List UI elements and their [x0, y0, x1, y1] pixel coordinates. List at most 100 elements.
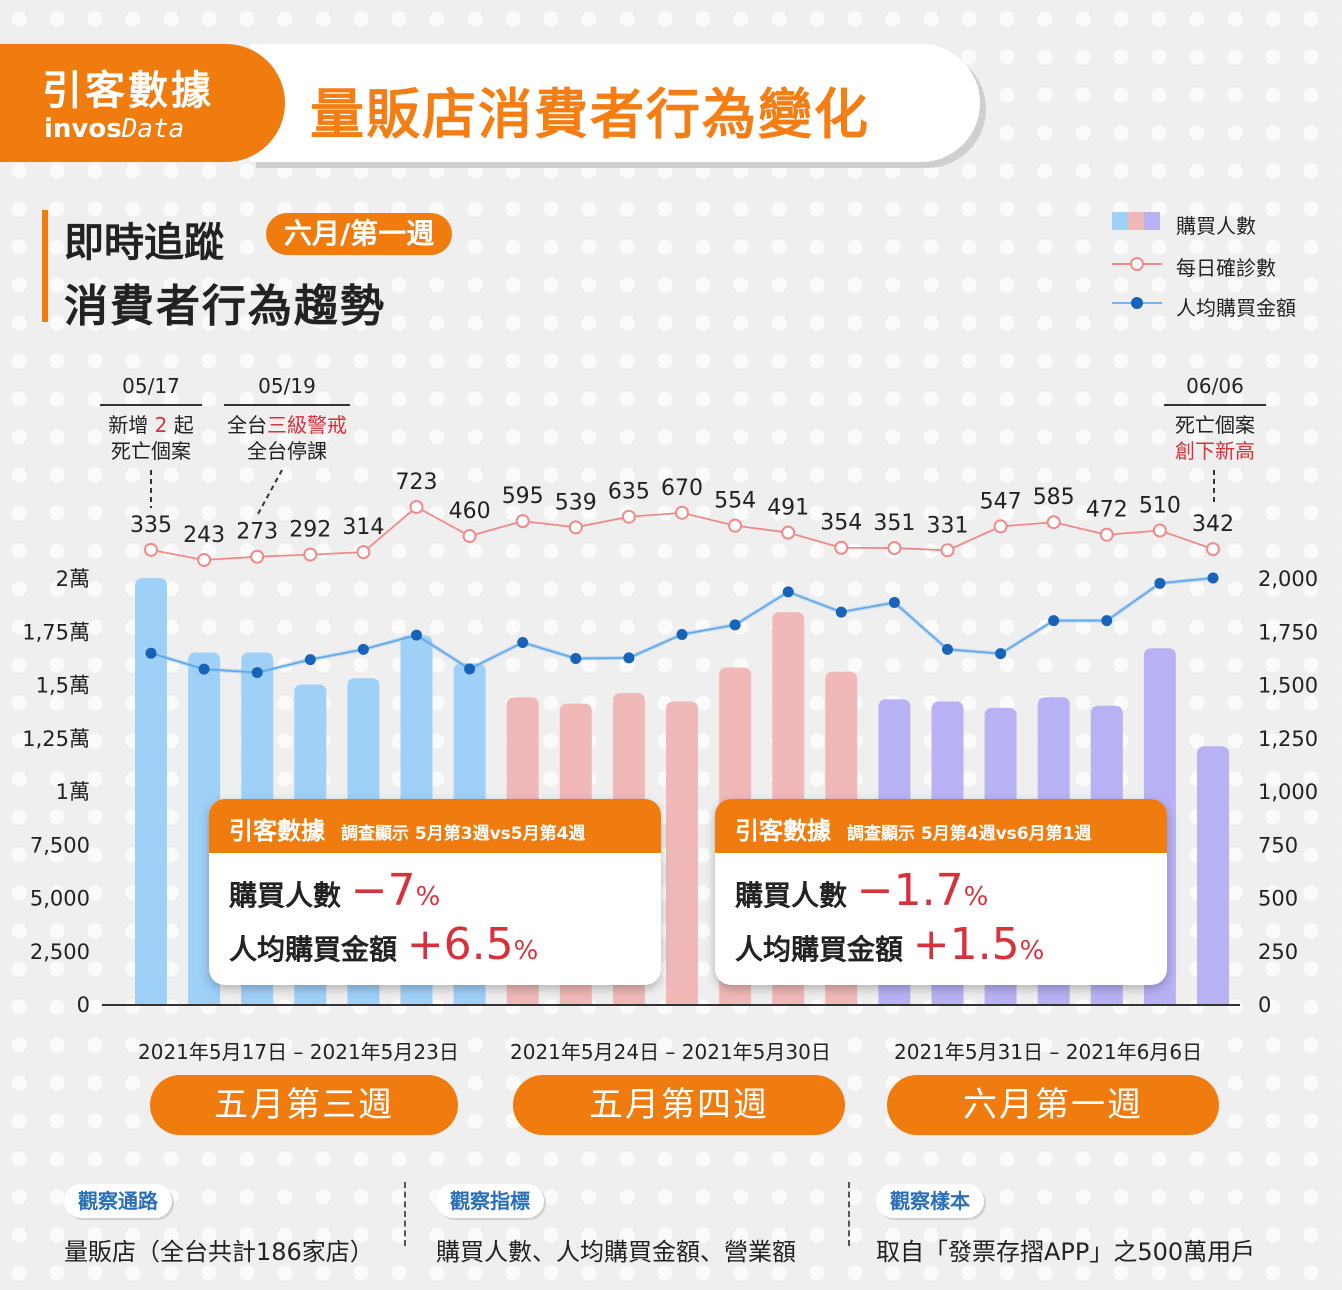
footer-text-metric: 購買人數、人均購買金額、營業額: [436, 1238, 796, 1266]
info-box-number: −1.7: [856, 865, 964, 916]
brand-name-en: invosData: [44, 114, 184, 144]
legend-cases-marker: [1130, 257, 1144, 271]
amount-point: [1207, 572, 1219, 584]
leader-0519: [257, 469, 283, 515]
amount-point: [835, 606, 847, 618]
right-axis-tick: 1,000: [1258, 780, 1318, 804]
cases-point: [197, 553, 212, 567]
left-axis-tick: 2萬: [56, 567, 90, 591]
cases-point: [940, 543, 955, 558]
annotation-rule: [100, 404, 202, 406]
left-axis-tick: 7,500: [30, 833, 90, 857]
amount-point: [942, 643, 953, 655]
cases-data-label: 547: [980, 489, 1022, 514]
cases-data-label: 554: [714, 489, 756, 514]
annotation-text-post: 起: [173, 413, 194, 437]
subtitle-line2: 消費者行為趨勢: [64, 281, 386, 332]
right-axis-tick: 1,250: [1258, 727, 1318, 751]
annotation-text-line2: 全台停課: [247, 439, 327, 463]
annotation-0517: 05/17 新增 2 起 死亡個案: [96, 374, 206, 464]
cases-point: [993, 519, 1008, 534]
info-box-percent: %: [963, 882, 989, 912]
footer-text-channel: 量販店（全台共計186家店）: [64, 1238, 374, 1266]
amount-point: [198, 663, 210, 675]
title-bar: [250, 44, 980, 162]
info-box-percent: %: [513, 936, 539, 966]
cases-data-label: 670: [661, 476, 703, 501]
right-axis-tick: 750: [1258, 833, 1298, 857]
legend-swatches: [1112, 212, 1162, 309]
left-axis-tick: 0: [77, 993, 90, 1017]
amount-point: [251, 667, 263, 679]
legend-amount-label: 人均購買金額: [1176, 296, 1296, 320]
info-box-number: +6.5: [406, 919, 514, 970]
legend-swatch-blue: [1112, 212, 1128, 230]
cases-data-label: 510: [1139, 494, 1181, 519]
cases-point: [409, 500, 424, 514]
cases-data-label: 585: [1033, 485, 1075, 510]
bar: [135, 578, 167, 1004]
annotation-text-line1: 新增 2 起: [96, 412, 206, 438]
cases-point: [1099, 527, 1114, 542]
info-box-line-buyers: 購買人數 −7%: [229, 865, 440, 916]
amount-point: [729, 619, 741, 631]
right-axis-tick: 250: [1258, 940, 1298, 964]
info-box-header: 引客數據 調查顯示 5月第4週vs6月第1週: [715, 799, 1167, 853]
cases-data-label: 351: [873, 511, 915, 536]
info-box-desc: 調查顯示 5月第4週vs6月第1週: [847, 824, 1092, 844]
annotation-text-line1: 全台三級警戒: [212, 412, 362, 438]
right-axis-tick: 2,000: [1258, 567, 1318, 591]
annotation-0519: 05/19 全台三級警戒 全台停課: [212, 374, 362, 464]
week5-pill: 六月第一週: [887, 1075, 1219, 1135]
cases-data-label: 314: [342, 515, 384, 540]
info-box-desc: 調查顯示 5月第3週vs5月第4週: [341, 824, 586, 844]
cases-point: [621, 509, 636, 524]
amount-point: [782, 586, 794, 598]
cases-data-label: 460: [449, 499, 491, 524]
right-axis-tick: 0: [1258, 993, 1271, 1017]
info-box-percent: %: [415, 882, 441, 912]
cases-data-label: 539: [555, 490, 597, 515]
annotation-text-red: 2: [154, 413, 168, 437]
cases-data-label: 342: [1192, 512, 1234, 537]
info-box-label: 購買人數: [735, 879, 848, 912]
brand-badge: [0, 44, 285, 162]
info-box-header: 引客數據 調查顯示 5月第3週vs5月第4週: [209, 799, 661, 853]
amount-point: [995, 648, 1007, 660]
info-box-week4-vs-week5: 引客數據 調查顯示 5月第4週vs6月第1週 購買人數 −1.7% 人均購買金額…: [715, 799, 1167, 985]
subtitle-accent-bar: [42, 210, 48, 322]
legend: [1100, 200, 1340, 320]
amount-series: [145, 572, 1219, 679]
left-axis-tick: 1,25萬: [22, 727, 90, 751]
info-box-brand: 引客數據: [229, 817, 325, 845]
amount-point: [517, 637, 529, 649]
left-axis-tick: 2,500: [30, 940, 90, 964]
cases-point: [356, 545, 371, 560]
cases-data-label: 595: [502, 484, 544, 509]
legend-swatch-purple: [1144, 212, 1160, 230]
right-axis-tick: 1,750: [1258, 620, 1318, 644]
cases-point: [568, 520, 583, 535]
annotation-text-line1: 死亡個案: [1175, 413, 1255, 437]
amount-point: [145, 647, 157, 659]
info-box-line-buyers: 購買人數 −1.7%: [735, 865, 988, 916]
left-axis-tick: 1,5萬: [36, 674, 90, 698]
cases-point: [303, 547, 318, 562]
footer-tag-sample: 觀察樣本: [876, 1184, 984, 1218]
cases-point: [781, 525, 796, 540]
cases-point: [834, 540, 849, 555]
footer-separator: [848, 1182, 850, 1246]
subtitle-line1: 即時追蹤: [64, 220, 224, 266]
footer-tag-metric: 觀察指標: [436, 1184, 544, 1218]
cases-point: [462, 529, 477, 544]
annotation-date: 06/06: [1186, 374, 1244, 398]
annotation-text-red: 三級警戒: [267, 413, 347, 437]
cases-series: 335 243 273 292 314 723 460 595 539 635 670 554 491 3…: [130, 470, 1234, 567]
brand-name-en-bold: invos: [44, 114, 122, 144]
left-axis-tick: 1,75萬: [22, 620, 90, 644]
amount-point: [888, 596, 900, 608]
cases-point: [1206, 542, 1220, 557]
annotation-date: 05/19: [258, 374, 316, 398]
cases-data-label: 243: [183, 523, 225, 548]
info-box-label: 購買人數: [229, 879, 342, 912]
